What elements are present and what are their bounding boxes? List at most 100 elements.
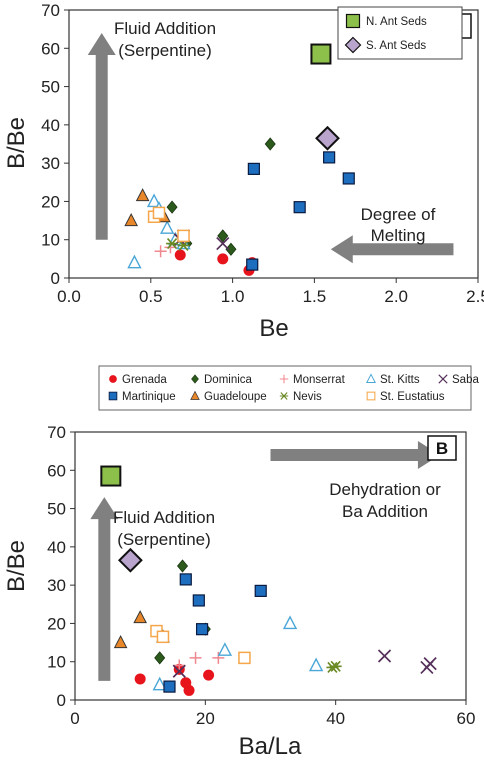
y-tick-label: 60 [47, 461, 66, 480]
point-st-kitts [146, 193, 162, 208]
legend-item-monserrat: Monserrat [279, 374, 346, 386]
series-martinique [246, 151, 355, 271]
legend-marker-guadeloupe [190, 390, 200, 400]
x-tick-label: 0.0 [57, 287, 81, 306]
point-grenada [183, 684, 195, 696]
island-legend-box [98, 365, 472, 411]
point-grenada [174, 249, 186, 261]
point-grenada [217, 253, 229, 265]
legend-label: Martinique [122, 391, 176, 403]
y-tick-label: 30 [41, 154, 60, 173]
annotation-text: Fluid Addition [113, 508, 215, 527]
y-tick-label: 10 [47, 653, 66, 672]
y-axis-title: B/Be [3, 540, 30, 592]
x-tick-label: 1.0 [221, 287, 245, 306]
arrow-left [330, 235, 454, 264]
point-martinique [254, 584, 267, 597]
series-st-kitts [152, 615, 324, 691]
y-tick-label: 10 [41, 231, 60, 250]
x-tick-label: 2.5 [466, 287, 484, 306]
point-grenada [203, 669, 215, 681]
point-monserrat [154, 245, 167, 258]
x-tick-label: 1.5 [303, 287, 327, 306]
point-guadeloupe [124, 212, 138, 227]
arrow-right [270, 440, 440, 469]
y-tick-label: 40 [41, 116, 60, 135]
legend-label: N. Ant Seds [366, 16, 427, 28]
point-martinique [179, 573, 192, 586]
legend-marker-grenada [109, 375, 117, 383]
series-martinique [163, 573, 267, 693]
point-martinique [323, 151, 336, 164]
point-monserrat [173, 659, 186, 672]
series-grenada [134, 663, 215, 696]
point-monserrat [189, 651, 202, 664]
point-s-ant-seds [315, 125, 340, 151]
point-dominica [217, 229, 229, 243]
series-saba [172, 649, 437, 678]
y-tick-label: 30 [47, 576, 66, 595]
series-s-ant-seds [315, 125, 340, 151]
arrow-up [90, 497, 119, 681]
legend-item-nevis: Nevis [279, 391, 322, 403]
point-guadeloupe [133, 610, 147, 624]
legend-marker-nevis [279, 392, 289, 400]
legend-marker-n-ant-seds [345, 13, 361, 29]
point-guadeloupe [135, 188, 150, 202]
point-st-eustatius [177, 229, 190, 243]
point-dominica [154, 651, 166, 665]
point-saba [216, 236, 230, 251]
x-tick-label: 20 [196, 709, 215, 728]
y-tick-label: 50 [47, 500, 66, 519]
y-tick-label: 20 [47, 614, 66, 633]
annotation-text: Fluid Addition [114, 19, 216, 38]
point-guadeloupe [113, 634, 128, 649]
y-tick-label: 0 [57, 691, 66, 710]
legend-item-martinique: Martinique [108, 391, 176, 403]
series-nevis [326, 660, 342, 673]
x-tick-label: 0.5 [139, 287, 163, 306]
point-st-kitts [282, 615, 298, 630]
legend-label: Saba [452, 374, 479, 386]
point-martinique [163, 680, 176, 693]
island-legend: Grenada Dominica Monserrat St. Kitts Saba Mar… [98, 365, 479, 411]
panel-a: 0 10 20 30 40 50 60 70 0.0 0.5 1.0 1.5 2.0 2.5 Be B/Be F… [3, 1, 484, 342]
legend-label: St. Kitts [380, 374, 420, 386]
point-n-ant-seds [100, 465, 122, 487]
y-tick-label: 70 [47, 423, 66, 442]
point-st-eustatius [156, 630, 170, 644]
legend-marker-s-ant-seds [344, 36, 362, 54]
legend-marker-monserrat [279, 374, 289, 384]
series-monserrat [173, 651, 225, 672]
panel-b-frame [74, 431, 467, 701]
y-tick-label: 40 [47, 538, 66, 557]
point-grenada [134, 673, 146, 685]
point-st-eustatius [152, 206, 166, 220]
point-dominica [166, 200, 178, 214]
legend-label: Grenada [122, 374, 167, 386]
point-st-kitts [160, 220, 175, 234]
point-monserrat [212, 651, 225, 664]
x-tick-label: 2.0 [384, 287, 408, 306]
series-s-ant-seds [117, 547, 143, 573]
legend-marker-martinique [108, 391, 118, 401]
legend-item-grenada: Grenada [109, 374, 167, 386]
y-tick-label: 60 [41, 39, 60, 58]
series-st-eustatius [150, 624, 251, 665]
annotation-text: (Serpentine) [117, 530, 211, 549]
annotation-text: Melting [371, 226, 426, 245]
panel-label-box [427, 435, 457, 461]
point-nevis [329, 660, 342, 672]
x-tick-label: 0 [70, 709, 79, 728]
legend-item-guadeloupe: Guadeloupe [190, 390, 267, 403]
x-axis-title: Be [259, 315, 288, 342]
x-tick-label: 40 [326, 709, 345, 728]
legend-label: Monserrat [293, 374, 346, 386]
y-tick-label: 70 [41, 1, 60, 20]
point-st-eustatius [238, 651, 251, 665]
legend-label: St. Eustatius [380, 391, 445, 403]
point-saba [172, 664, 186, 678]
legend-label: Nevis [293, 391, 322, 403]
point-st-kitts [217, 642, 233, 656]
y-tick-label: 0 [51, 269, 60, 288]
